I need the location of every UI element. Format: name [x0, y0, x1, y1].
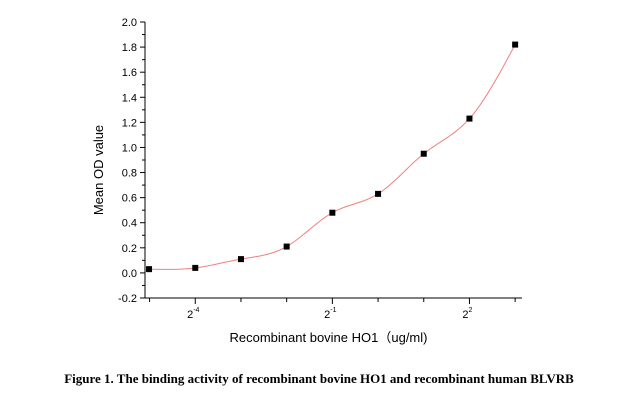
y-tick-label: 0.2: [122, 243, 137, 255]
y-tick-label: 0.8: [122, 168, 137, 180]
y-axis-title: Mean OD value: [91, 125, 106, 215]
data-point: [512, 41, 519, 48]
y-tick-label: 1.2: [122, 117, 137, 129]
y-tick-label: 0.0: [122, 268, 137, 280]
y-tick-label: -0.2: [118, 293, 137, 305]
data-point: [329, 209, 336, 216]
y-tick-label: 0.6: [122, 193, 137, 205]
data-point: [283, 243, 290, 250]
y-tick-label: 0.4: [122, 218, 137, 230]
y-tick-label: 1.0: [122, 142, 137, 154]
data-point: [466, 115, 473, 122]
data-point: [146, 266, 153, 273]
y-tick-label: 1.8: [122, 42, 137, 54]
x-tick-label: 2-1: [324, 307, 336, 321]
y-tick-label: 1.6: [122, 67, 137, 79]
data-point: [420, 150, 427, 157]
x-tick-label: 22: [462, 307, 472, 321]
fit-curve: [149, 44, 516, 270]
y-tick-label: 1.4: [122, 92, 137, 104]
data-point: [237, 256, 244, 263]
x-axis-title: Recombinant bovine HO1（ug/ml): [230, 330, 428, 345]
x-tick-label: 2-4: [187, 307, 199, 321]
data-point: [375, 190, 382, 197]
y-tick-label: 2.0: [122, 17, 137, 29]
data-point: [192, 264, 199, 271]
figure-caption: Figure 1. The binding activity of recomb…: [64, 371, 574, 386]
